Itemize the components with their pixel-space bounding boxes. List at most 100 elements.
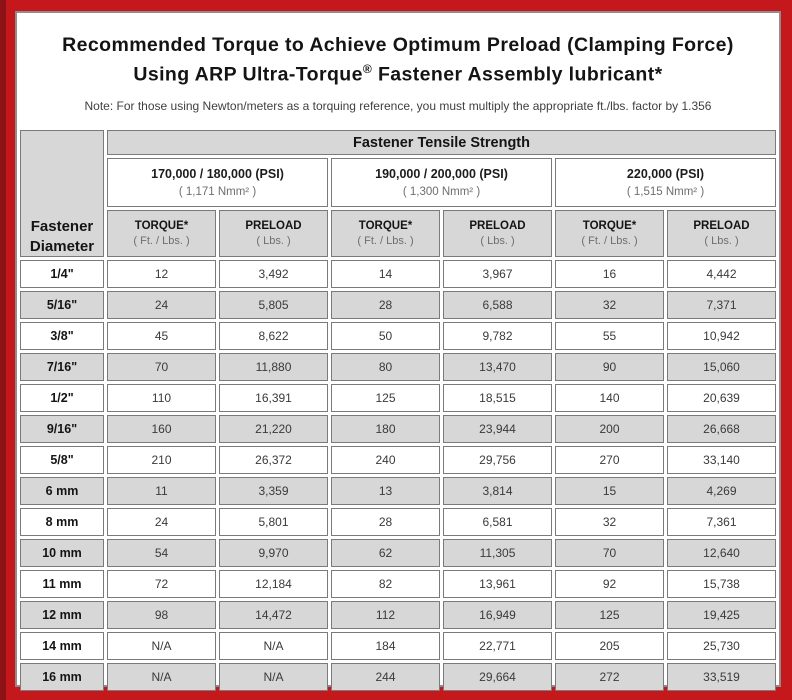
table-row: 3/8" 45 8,622 50 9,782 55 10,942	[20, 322, 776, 350]
value-cell: 55	[555, 322, 664, 350]
value-cell: 28	[331, 291, 440, 319]
column-header-torque-2: TORQUE* ( Ft. / Lbs. )	[331, 210, 440, 257]
value-cell: 5,801	[219, 508, 328, 536]
diameter-cell: 1/4"	[20, 260, 104, 288]
value-cell: N/A	[107, 632, 216, 660]
value-cell: 18,515	[443, 384, 552, 412]
psi-label: 170,000 / 180,000 (PSI)	[151, 167, 284, 181]
table-row: 1/4" 12 3,492 14 3,967 16 4,442	[20, 260, 776, 288]
nmm-label: ( 1,300 Nmm² )	[402, 186, 481, 198]
column-unit: ( Ft. / Lbs. )	[357, 235, 414, 247]
value-cell: 9,782	[443, 322, 552, 350]
corner-label-line-1: Fastener	[30, 218, 94, 235]
table-row: 5/16" 24 5,805 28 6,588 32 7,371	[20, 291, 776, 319]
column-header-torque-3: TORQUE* ( Ft. / Lbs. )	[555, 210, 664, 257]
value-cell: 125	[555, 601, 664, 629]
value-cell: 33,140	[667, 446, 776, 474]
value-cell: 3,967	[443, 260, 552, 288]
value-cell: 3,814	[443, 477, 552, 505]
value-cell: 12,640	[667, 539, 776, 567]
value-cell: 200	[555, 415, 664, 443]
page-title: Recommended Torque to Achieve Optimum Pr…	[23, 31, 773, 90]
value-cell: 29,756	[443, 446, 552, 474]
value-cell: 184	[331, 632, 440, 660]
nmm-label: ( 1,171 Nmm² )	[178, 186, 257, 198]
psi-header-190-200: 190,000 / 200,000 (PSI) ( 1,300 Nmm² )	[331, 158, 552, 207]
column-header-torque-1: TORQUE* ( Ft. / Lbs. )	[107, 210, 216, 257]
diameter-cell: 3/8"	[20, 322, 104, 350]
value-cell: 6,588	[443, 291, 552, 319]
content-panel: Recommended Torque to Achieve Optimum Pr…	[15, 11, 781, 691]
diameter-cell: 6 mm	[20, 477, 104, 505]
value-cell: 32	[555, 508, 664, 536]
table-row: 10 mm 54 9,970 62 11,305 70 12,640	[20, 539, 776, 567]
diameter-cell: 16 mm	[20, 663, 104, 691]
value-cell: 205	[555, 632, 664, 660]
value-cell: 140	[555, 384, 664, 412]
value-cell: 28	[331, 508, 440, 536]
value-cell: 82	[331, 570, 440, 598]
diameter-cell: 9/16"	[20, 415, 104, 443]
value-cell: 125	[331, 384, 440, 412]
value-cell: 4,442	[667, 260, 776, 288]
value-cell: 210	[107, 446, 216, 474]
column-label: PRELOAD	[245, 220, 302, 232]
column-header-row: TORQUE* ( Ft. / Lbs. ) PRELOAD ( Lbs. ) …	[20, 210, 776, 257]
table-row: 5/8" 210 26,372 240 29,756 270 33,140	[20, 446, 776, 474]
nmm-label: ( 1,515 Nmm² )	[626, 186, 705, 198]
value-cell: 3,359	[219, 477, 328, 505]
value-cell: 12	[107, 260, 216, 288]
value-cell: 21,220	[219, 415, 328, 443]
column-header-preload-2: PRELOAD ( Lbs. )	[443, 210, 552, 257]
column-unit: ( Lbs. )	[704, 235, 739, 247]
column-header-preload-3: PRELOAD ( Lbs. )	[667, 210, 776, 257]
value-cell: 15,060	[667, 353, 776, 381]
table-row: 1/2" 110 16,391 125 18,515 140 20,639	[20, 384, 776, 412]
diameter-cell: 1/2"	[20, 384, 104, 412]
value-cell: 26,668	[667, 415, 776, 443]
column-label: PRELOAD	[469, 220, 526, 232]
psi-header-220: 220,000 (PSI) ( 1,515 Nmm² )	[555, 158, 776, 207]
diameter-cell: 11 mm	[20, 570, 104, 598]
value-cell: 13,470	[443, 353, 552, 381]
value-cell: 4,269	[667, 477, 776, 505]
value-cell: 62	[331, 539, 440, 567]
value-cell: 7,371	[667, 291, 776, 319]
value-cell: 72	[107, 570, 216, 598]
value-cell: 50	[331, 322, 440, 350]
tensile-strength-header-row: Fastener Diameter Fastener Tensile Stren…	[20, 130, 776, 257]
note-text: Note: For those using Newton/meters as a…	[84, 99, 712, 113]
table-wrapper: Fastener Diameter Fastener Tensile Stren…	[17, 127, 779, 694]
title-line-1: Recommended Torque to Achieve Optimum Pr…	[62, 34, 734, 56]
value-cell: 80	[331, 353, 440, 381]
value-cell: 11,305	[443, 539, 552, 567]
value-cell: 12,184	[219, 570, 328, 598]
table-row: 8 mm 24 5,801 28 6,581 32 7,361	[20, 508, 776, 536]
value-cell: 92	[555, 570, 664, 598]
value-cell: 110	[107, 384, 216, 412]
value-cell: N/A	[219, 663, 328, 691]
corner-cell-fastener-diameter: Fastener Diameter	[20, 130, 104, 257]
table-row: 12 mm 98 14,472 112 16,949 125 19,425	[20, 601, 776, 629]
psi-header-170-180: 170,000 / 180,000 (PSI) ( 1,171 Nmm² )	[107, 158, 328, 207]
diameter-cell: 10 mm	[20, 539, 104, 567]
value-cell: 10,942	[667, 322, 776, 350]
table-row: 9/16" 160 21,220 180 23,944 200 26,668	[20, 415, 776, 443]
value-cell: 112	[331, 601, 440, 629]
value-cell: 11	[107, 477, 216, 505]
value-cell: 24	[107, 508, 216, 536]
value-cell: 70	[555, 539, 664, 567]
title-line-2-pre: Using ARP Ultra-Torque	[133, 63, 363, 86]
value-cell: 180	[331, 415, 440, 443]
column-unit: ( Lbs. )	[256, 235, 291, 247]
table-row: 7/16" 70 11,880 80 13,470 90 15,060	[20, 353, 776, 381]
value-cell: 45	[107, 322, 216, 350]
value-cell: 3,492	[219, 260, 328, 288]
left-edge-stripe	[0, 0, 6, 700]
value-cell: 272	[555, 663, 664, 691]
value-cell: 15,738	[667, 570, 776, 598]
column-unit: ( Lbs. )	[480, 235, 515, 247]
value-cell: 6,581	[443, 508, 552, 536]
table-row: 11 mm 72 12,184 82 13,961 92 15,738	[20, 570, 776, 598]
